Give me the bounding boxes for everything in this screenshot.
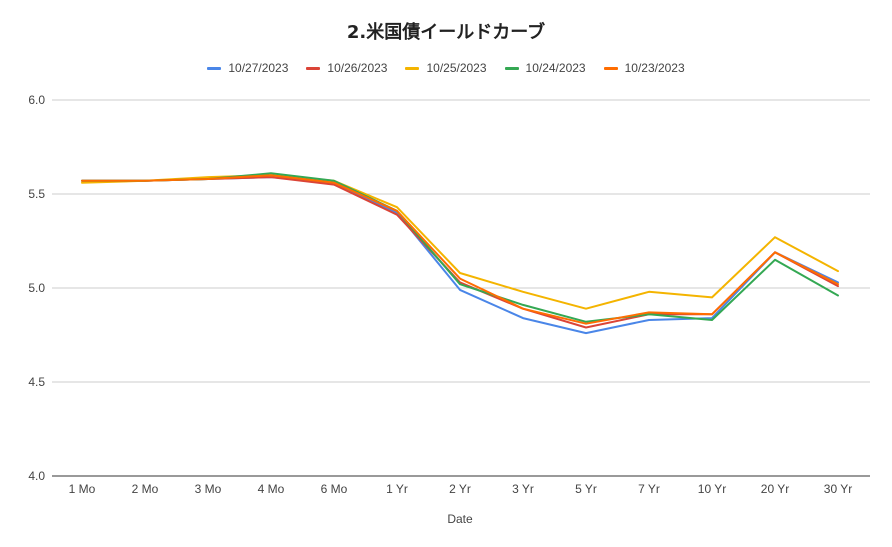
legend-item-1[interactable]: 10/27/2023 <box>207 61 288 75</box>
x-tick-label: 1 Mo <box>69 482 96 496</box>
legend-label-2: 10/26/2023 <box>327 61 388 75</box>
legend-label-5: 10/23/2023 <box>624 61 685 75</box>
legend-item-3[interactable]: 10/25/2023 <box>405 61 487 75</box>
x-tick-label: 2 Yr <box>449 482 471 496</box>
legend-label-1: 10/27/2023 <box>228 61 289 75</box>
x-tick-label: 1 Yr <box>386 482 408 496</box>
y-tick-label: 4.5 <box>28 375 45 389</box>
chart-legend: 10/27/2023 10/26/2023 10/25/2023 10/24/2… <box>0 61 892 75</box>
legend-swatch-2 <box>306 66 321 70</box>
y-tick-label: 6.0 <box>28 93 45 107</box>
series-line-3 <box>81 174 839 310</box>
legend-swatch-1 <box>207 66 222 70</box>
x-tick-label: 10 Yr <box>698 482 726 496</box>
legend-swatch-3 <box>405 66 420 70</box>
x-tick-label: 20 Yr <box>761 482 789 496</box>
series-line-4 <box>81 172 839 323</box>
series-line-5 <box>81 174 839 325</box>
chart-title: 2.米国債イールドカーブ <box>346 22 546 43</box>
x-tick-label: 3 Yr <box>512 482 534 496</box>
legend-label-3: 10/25/2023 <box>426 61 487 75</box>
x-tick-label: 2 Mo <box>132 482 159 496</box>
y-tick-label: 5.0 <box>28 281 45 295</box>
x-tick-label: 4 Mo <box>258 482 285 496</box>
x-axis-title: Date <box>447 512 473 526</box>
x-tick-label: 6 Mo <box>321 482 348 496</box>
y-tick-label: 5.5 <box>28 187 45 201</box>
legend-item-2[interactable]: 10/26/2023 <box>306 61 387 75</box>
legend-label-4: 10/24/2023 <box>525 61 586 75</box>
x-tick-label: 3 Mo <box>195 482 222 496</box>
x-tick-label: 30 Yr <box>824 482 852 496</box>
x-tick-label: 7 Yr <box>638 482 660 496</box>
legend-item-5[interactable]: 10/23/2023 <box>603 61 685 75</box>
x-tick-label: 5 Yr <box>575 482 597 496</box>
legend-swatch-4 <box>504 66 519 70</box>
series-line-1 <box>81 176 839 335</box>
legend-swatch-5 <box>603 66 618 70</box>
legend-item-4[interactable]: 10/24/2023 <box>504 61 586 75</box>
y-tick-label: 4.0 <box>28 469 45 483</box>
